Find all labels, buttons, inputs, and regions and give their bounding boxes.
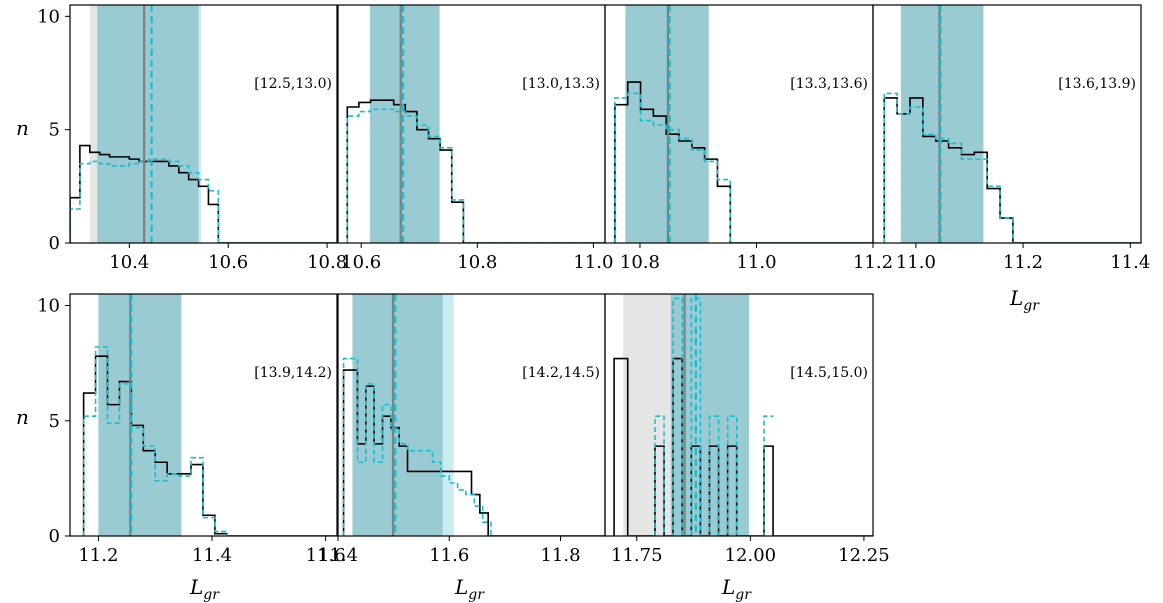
panel-4: 11.0 11.2 11.4 [13.6,13.9) [872, 4, 1150, 273]
cyan-interval-band [98, 294, 182, 536]
x-tick-label: 11.4 [192, 545, 232, 566]
x-tick-label: 11.2 [853, 252, 893, 273]
cyan-interval-band [369, 5, 440, 243]
xlabel-panel-7-sub: gr [735, 587, 752, 603]
bin-label: [14.5,15.0) [790, 365, 868, 381]
ylabel-top: n [16, 116, 29, 140]
panel-5-plot-area [82, 294, 337, 536]
panel-3: 10.8 11.0 11.2 [13.3,13.6) [604, 4, 893, 273]
cyan-histogram [883, 92, 1141, 243]
panel-1: 10.4 10.6 10.8 0 5 10 [12.5,13.0) [37, 4, 347, 273]
cyan-histogram [82, 346, 337, 536]
black-histogram [883, 97, 1141, 243]
x-tick-label: 11.0 [736, 252, 776, 273]
x-tick-label: 10.8 [620, 252, 660, 273]
panel-frame [872, 4, 1142, 244]
xlabel-panel-4-sub: gr [1023, 298, 1040, 314]
bin-label: [13.9,14.2) [254, 365, 332, 381]
panel-4-plot-area [883, 5, 1141, 243]
bin-label: [12.5,13.0) [254, 76, 332, 92]
x-tick-label: 10.8 [457, 252, 497, 273]
panel-7: 11.75 12.00 12.25 [14.5,15.0) [604, 293, 890, 566]
x-tick-label: 11.0 [573, 252, 613, 273]
xlabel-panel-6-main: L [454, 575, 468, 599]
x-tick-label: 10.6 [208, 252, 248, 273]
x-tick-label: 12.00 [725, 545, 777, 566]
bin-label: [13.6,13.9) [1058, 76, 1136, 92]
overlap-interval-band [352, 294, 443, 536]
x-tick-label: 11.6 [429, 545, 469, 566]
panel-frame [604, 293, 874, 537]
x-tick-label: 10.6 [341, 252, 381, 273]
x-tick-label: 10.4 [109, 252, 149, 273]
black-histogram [342, 369, 605, 536]
ylabel-bottom: n [16, 405, 29, 429]
panel-1-plot-area [70, 5, 337, 243]
panel-7-plot-area [613, 294, 873, 536]
cyan-interval-band [97, 5, 202, 243]
xlabel-panel-7: Lgr [721, 575, 752, 603]
cyan-interval-band [900, 5, 984, 243]
bin-label: [13.3,13.6) [790, 76, 868, 92]
cyan-interval-band [352, 294, 454, 536]
x-tick-label: 11.2 [1003, 252, 1043, 273]
x-tick-label: 11.4 [318, 545, 358, 566]
xlabel-panel-4-main: L [1009, 286, 1023, 310]
panel-2: 10.6 10.8 11.0 [13.0,13.3) [337, 4, 613, 273]
xlabel-panel-5: Lgr [189, 575, 220, 603]
panel-3-plot-area [614, 5, 873, 243]
xlabel-panel-5-main: L [189, 575, 203, 599]
axis-labels-group: n n Lgr Lgr Lgr Lgr [16, 116, 1040, 603]
bin-label: [14.2,14.5) [522, 365, 600, 381]
y-tick-label: 10 [37, 6, 60, 27]
overlap-interval-band [900, 5, 984, 243]
xlabel-panel-6-sub: gr [468, 587, 485, 603]
overlap-interval-band [369, 5, 440, 243]
panel-6-plot-area [342, 294, 605, 536]
cyan-histogram [614, 92, 873, 243]
x-tick-label: 11.75 [611, 545, 663, 566]
panel-2-plot-area [346, 5, 605, 243]
y-tick-label: 0 [49, 526, 60, 547]
y-tick-label: 5 [49, 120, 60, 141]
x-tick-label: 10.8 [307, 252, 347, 273]
panel-frame [69, 4, 338, 244]
panel-6: 11.4 11.6 11.8 [14.2,14.5) [318, 293, 606, 566]
panel-5: 11.2 11.4 11.6 0 5 10 [13.9,14.2) [37, 293, 346, 566]
x-tick-label: 11.0 [896, 252, 936, 273]
x-tick-label: 12.25 [838, 545, 890, 566]
xlabel-panel-5-sub: gr [203, 587, 220, 603]
cyan-histogram [70, 158, 337, 243]
x-tick-label: 11.4 [1110, 252, 1150, 273]
x-tick-label: 11.8 [540, 545, 580, 566]
x-tick-label: 11.2 [78, 545, 118, 566]
xlabel-panel-4: Lgr [1009, 286, 1040, 314]
xlabel-panel-7-main: L [721, 575, 735, 599]
x-tick-label: 11.6 [306, 545, 346, 566]
overlap-interval-band [97, 5, 199, 243]
overlap-interval-band [98, 294, 182, 536]
xlabel-panel-6: Lgr [454, 575, 485, 603]
cyan-histogram [342, 357, 605, 536]
cyan-histogram [346, 108, 605, 243]
y-tick-label: 10 [37, 296, 60, 317]
bin-label: [13.0,13.3) [522, 76, 600, 92]
panel-frame [69, 293, 338, 537]
y-tick-label: 5 [49, 411, 60, 432]
y-tick-label: 0 [49, 233, 60, 254]
